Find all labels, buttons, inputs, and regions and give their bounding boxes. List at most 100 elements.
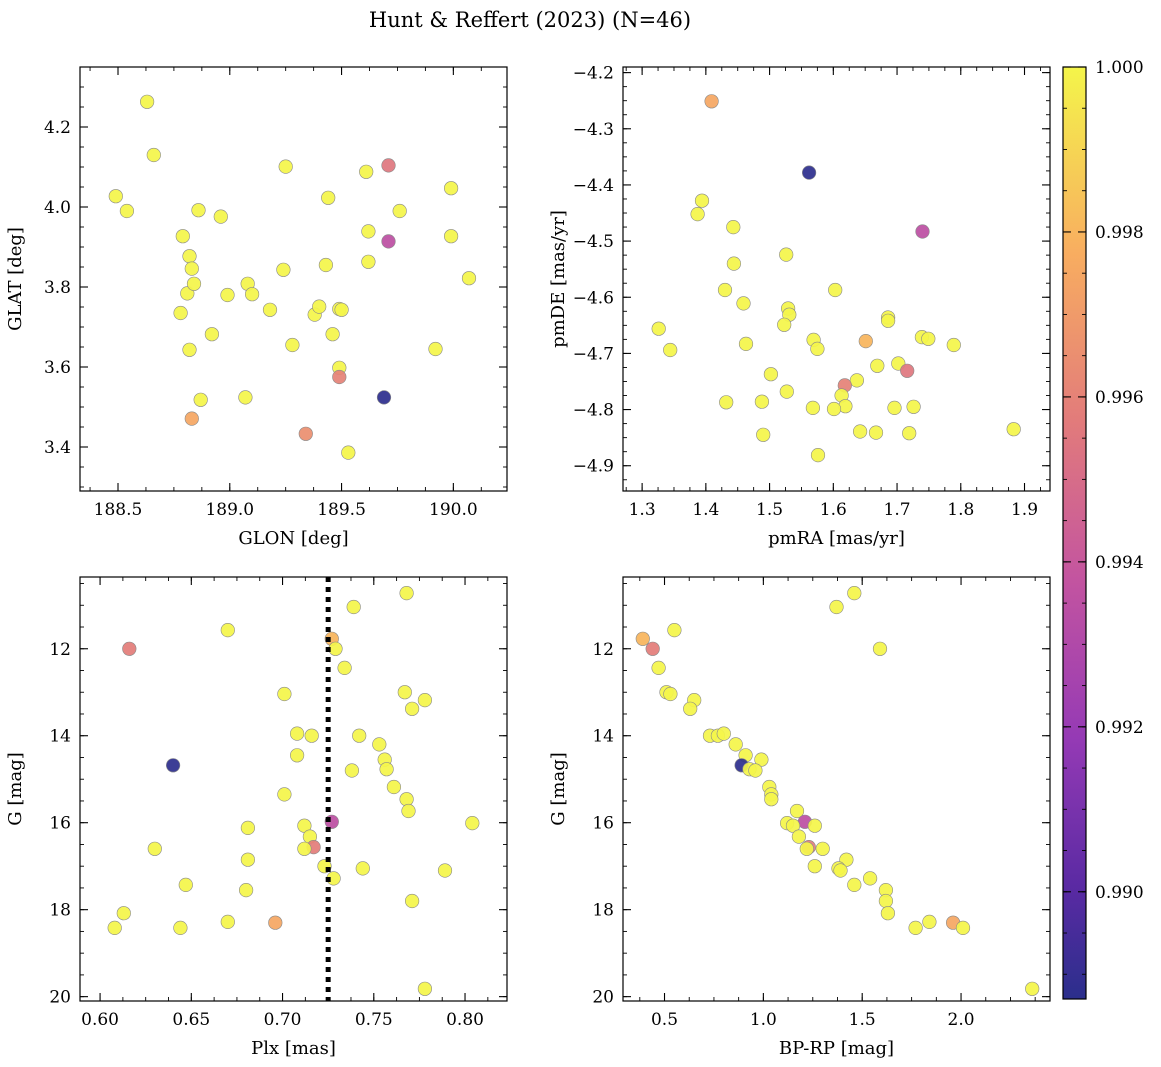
scatter-points	[108, 94, 477, 460]
y-tick-label: −4.2	[573, 64, 614, 84]
scatter-point	[359, 164, 374, 179]
scatter-point	[799, 841, 814, 856]
scatter-point	[955, 920, 971, 936]
scatter-point	[805, 400, 821, 416]
scatter-point	[276, 262, 291, 277]
scatter-point	[361, 224, 376, 239]
scatter-point	[437, 863, 453, 878]
scatter-point	[719, 395, 734, 410]
scatter-point	[465, 815, 480, 831]
scatter-point	[887, 400, 902, 416]
scatter-point	[852, 424, 868, 439]
scatter-point	[764, 792, 779, 807]
axes-frame	[79, 576, 508, 1002]
axes-frame	[622, 66, 1051, 492]
scatter-point	[763, 367, 779, 382]
scatter-point	[694, 193, 710, 208]
scatter-point	[663, 686, 678, 702]
scatter-point	[906, 399, 921, 414]
scatter-point	[175, 229, 190, 244]
x-tick-label: 190.0	[429, 500, 478, 520]
scatter-point	[748, 763, 763, 778]
x-tick-label: 0.5	[651, 1010, 678, 1030]
y-tick-label: 18	[49, 901, 71, 921]
scatter-point	[204, 327, 219, 342]
x-tick-label: 1.8	[947, 500, 974, 520]
scatter-point	[376, 390, 392, 405]
scatter-point	[372, 737, 387, 752]
scatter-point	[880, 906, 896, 921]
x-axis-label: Plx [mas]	[251, 1038, 336, 1059]
y-axis-label: GLAT [deg]	[5, 227, 26, 331]
scatter-point	[683, 701, 698, 716]
y-tick-label: 12	[49, 640, 71, 660]
scatter-point	[220, 914, 235, 930]
x-tick-label: 188.5	[94, 500, 143, 520]
scatter-point	[444, 181, 459, 196]
y-tick-label: −4.4	[573, 176, 614, 196]
scatter-point	[726, 220, 741, 235]
scatter-points	[107, 585, 480, 996]
y-tick-label: 3.4	[44, 438, 71, 458]
scatter-point	[381, 158, 396, 173]
scatter-point	[146, 147, 161, 163]
x-tick-label: 1.5	[756, 500, 783, 520]
x-tick-label: 189.5	[317, 500, 366, 520]
y-tick-label: −4.5	[573, 232, 614, 252]
scatter-point	[182, 342, 197, 357]
x-tick-label: 1.0	[750, 1010, 777, 1030]
colorbar-tick-label: 0.996	[1095, 388, 1144, 408]
y-tick-label: 3.8	[44, 278, 71, 298]
panel-bprp-g: 0.5 1.0 1.5 2.0 12 14 16 18 20 BP-RP [mag] G [mag]	[548, 576, 1051, 1059]
scatter-point	[807, 818, 822, 833]
scatter-point	[756, 427, 771, 442]
scatter-points	[635, 585, 1040, 996]
scatter-point	[392, 203, 407, 219]
scatter-point	[828, 282, 843, 298]
scatter-point	[1025, 981, 1040, 996]
colorbar-frame	[1062, 66, 1087, 1000]
scatter-point	[268, 915, 283, 930]
scatter-point	[417, 692, 433, 708]
scatter-point	[119, 203, 134, 219]
scatter-point	[334, 302, 349, 317]
scatter-point	[801, 165, 817, 180]
scatter-point	[1006, 422, 1021, 437]
scatter-point	[428, 341, 443, 357]
scatter-point	[847, 585, 862, 601]
scatter-point	[238, 390, 253, 405]
scatter-point	[716, 726, 731, 741]
scatter-point	[178, 877, 193, 893]
scatter-point	[240, 852, 255, 867]
scatter-point	[791, 829, 807, 844]
scatter-point	[847, 877, 862, 893]
scatter-point	[405, 701, 420, 716]
scatter-point	[635, 631, 650, 646]
figure-title: Hunt & Reffert (2023) (N=46)	[369, 8, 691, 32]
scatter-point	[690, 207, 705, 222]
y-tick-label: 14	[49, 727, 71, 747]
scatter-point	[826, 401, 842, 417]
scatter-point	[779, 384, 794, 399]
scatter-point	[184, 261, 199, 276]
axes-frame	[79, 66, 508, 492]
scatter-point	[325, 327, 340, 342]
panel-pmra-pmde: 1.3 1.4 1.5 1.6 1.7 1.8 1.9 −4.9 −4.8 −4.7 −4.6 −4.…	[548, 64, 1051, 549]
y-tick-label: −4.3	[573, 120, 614, 140]
scatter-point	[417, 981, 433, 996]
scatter-point	[921, 331, 936, 346]
scatter-point	[116, 906, 131, 921]
y-tick-label: 20	[592, 988, 614, 1008]
scatter-point	[807, 859, 822, 874]
scatter-point	[405, 893, 420, 909]
scatter-point	[352, 728, 367, 743]
scatter-point	[290, 726, 305, 741]
colorbar-gradient	[1063, 67, 1086, 999]
scatter-point	[361, 254, 376, 269]
x-axis-label: BP-RP [mag]	[779, 1038, 894, 1059]
scatter-point	[240, 820, 255, 836]
x-tick-label: 0.75	[355, 1010, 393, 1030]
x-tick-label: 0.65	[172, 1010, 210, 1030]
scatter-point	[173, 305, 188, 321]
colorbar-tick-label: 0.990	[1095, 883, 1144, 903]
